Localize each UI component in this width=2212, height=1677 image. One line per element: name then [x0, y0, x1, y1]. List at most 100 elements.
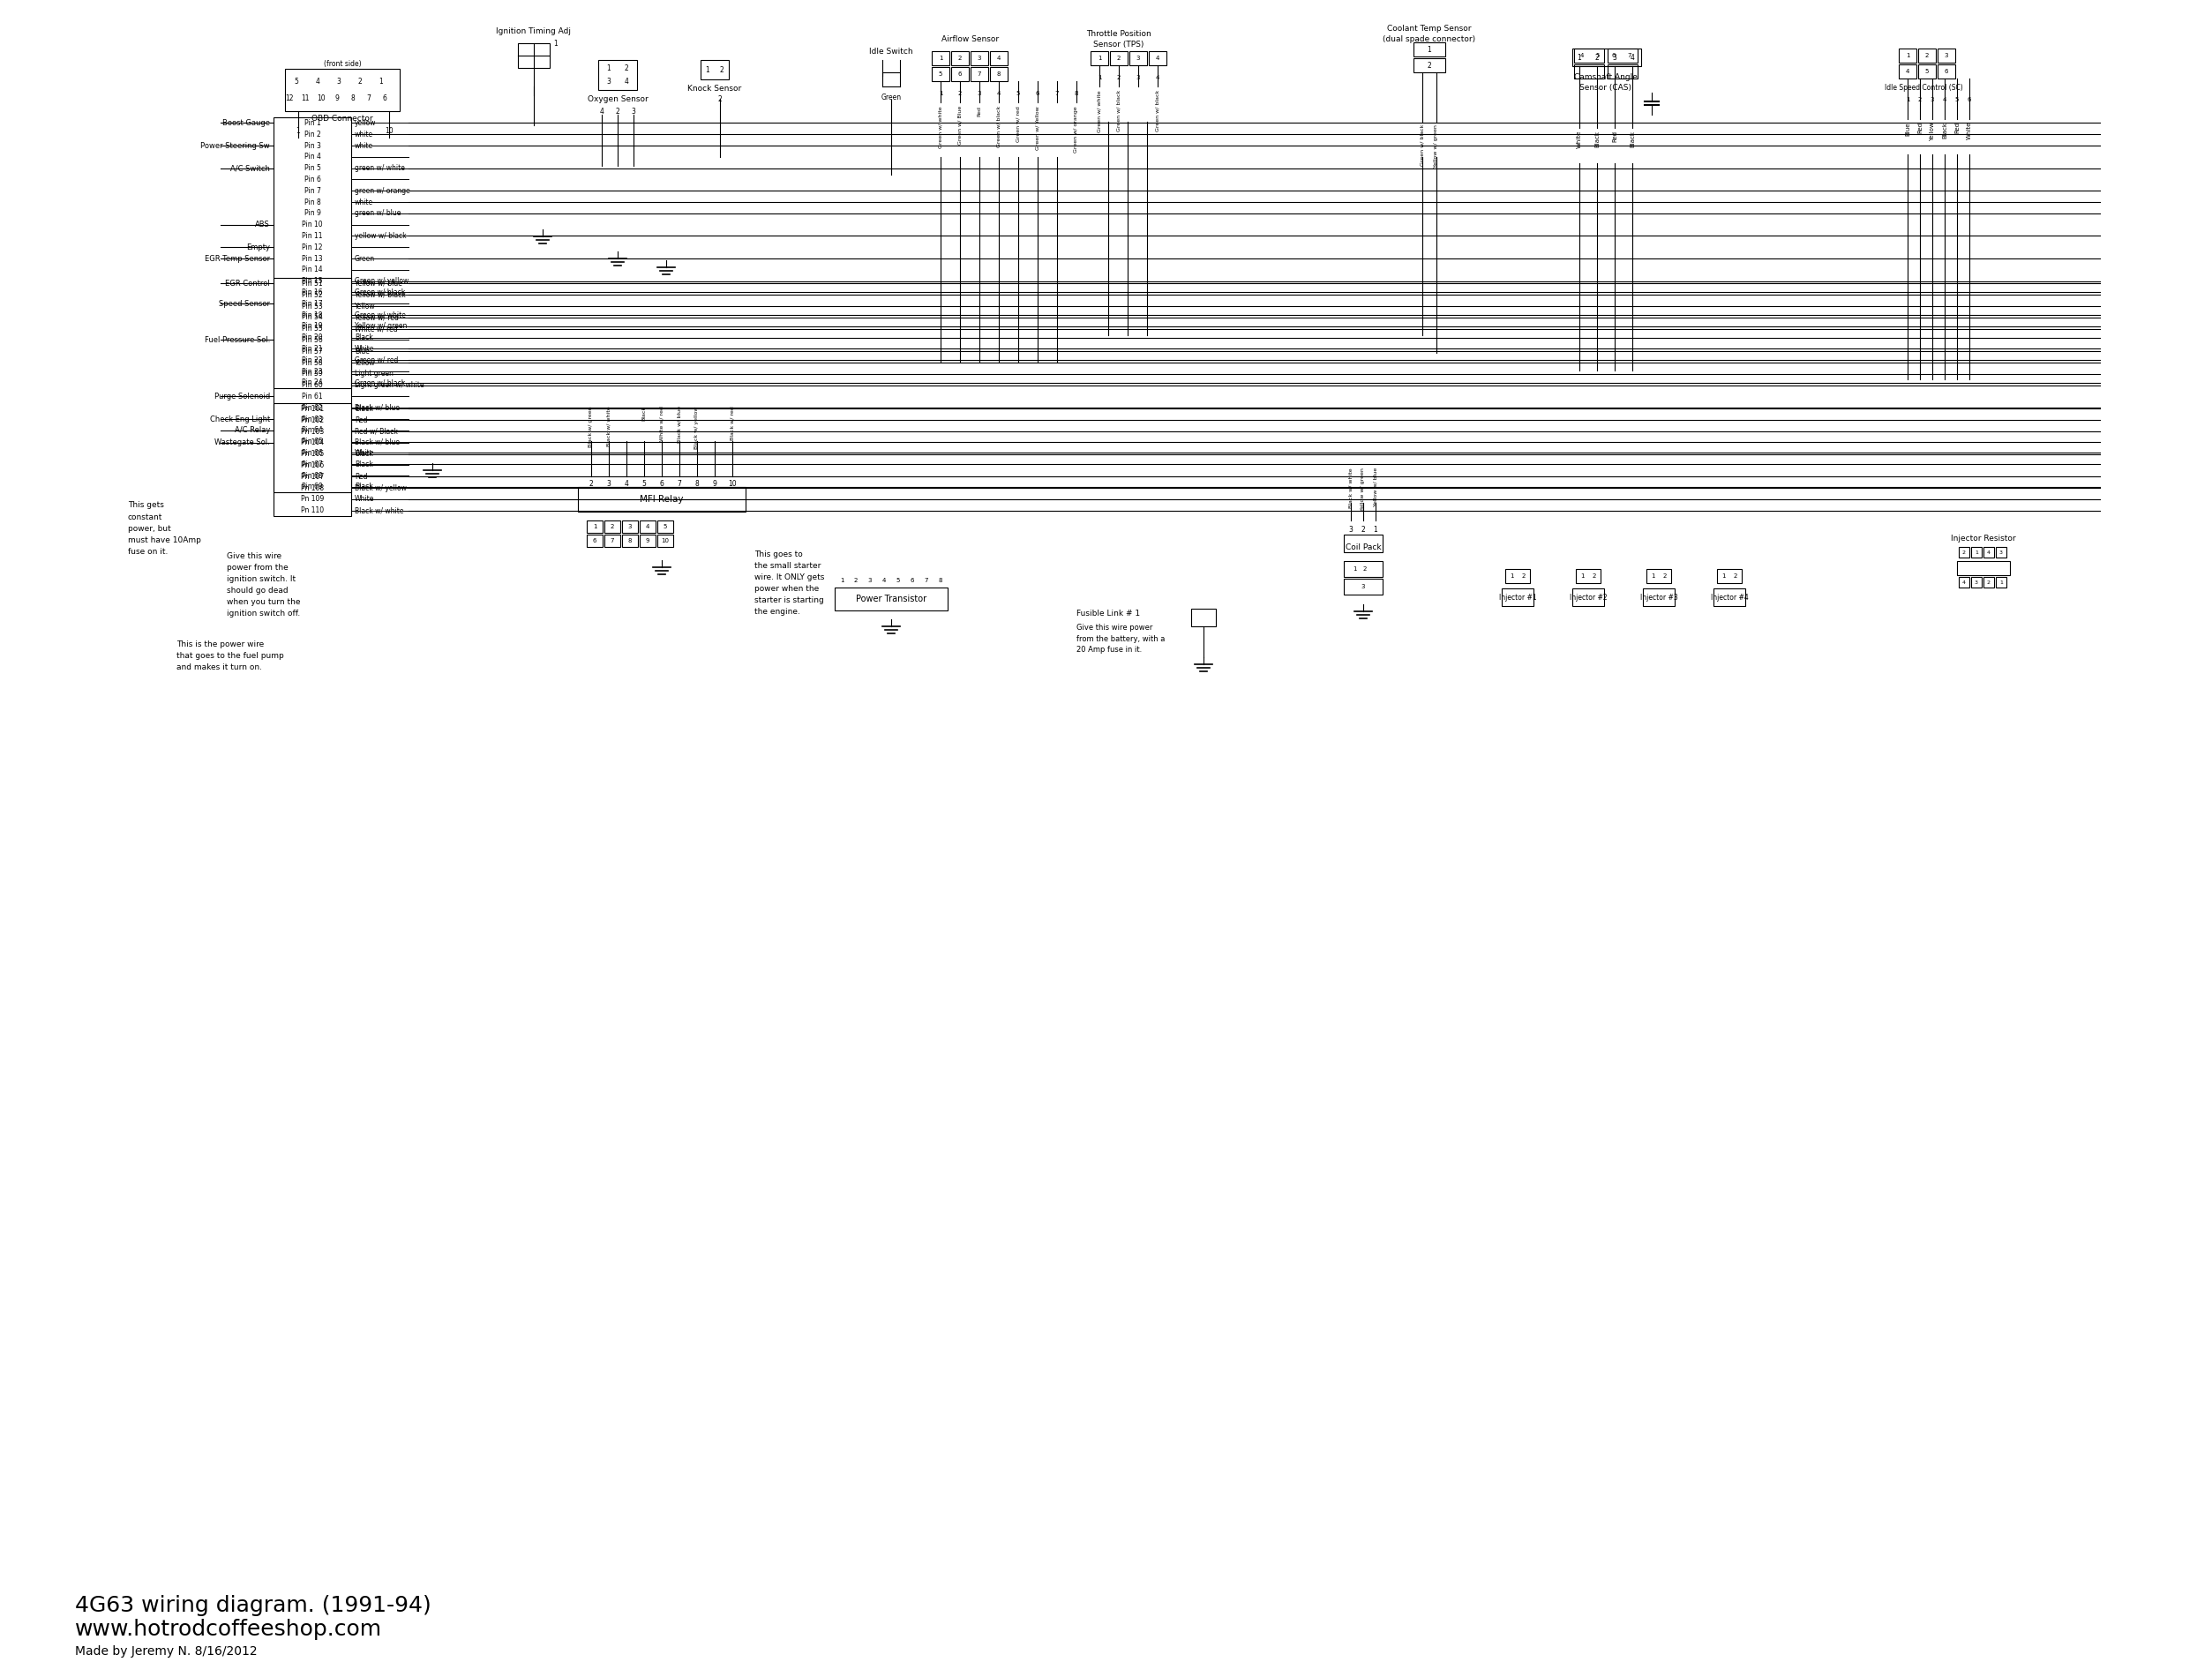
Text: Green w/ Yellow: Green w/ Yellow [1035, 106, 1040, 149]
Text: 3: 3 [1931, 97, 1933, 102]
Text: fuse on it.: fuse on it. [128, 547, 168, 555]
Text: starter is starting: starter is starting [754, 595, 823, 604]
Text: the engine.: the engine. [754, 607, 801, 615]
Bar [1190, 609, 1217, 626]
Text: MFI Relay: MFI Relay [639, 495, 684, 503]
Text: Check Eng Light: Check Eng Light [210, 416, 270, 423]
Text: 3: 3 [606, 480, 611, 488]
Text: Yellow w/ red: Yellow w/ red [354, 314, 398, 322]
Text: 3: 3 [630, 107, 635, 116]
Text: Give this wire: Give this wire [228, 552, 281, 560]
Text: Black: Black [354, 449, 374, 458]
Text: Pin 53: Pin 53 [301, 302, 323, 310]
Text: 5: 5 [896, 579, 900, 584]
Text: Purge Solenoid: Purge Solenoid [215, 392, 270, 401]
Text: 1: 1 [378, 77, 383, 86]
Text: Yellow w/ black: Yellow w/ black [354, 290, 405, 299]
Text: 1: 1 [296, 126, 301, 134]
Text: Power Transistor: Power Transistor [856, 595, 927, 604]
Text: 1: 1 [1650, 574, 1655, 579]
Bar [1646, 569, 1670, 584]
Text: 4: 4 [1579, 54, 1584, 59]
Text: Black w/ blue: Black w/ blue [354, 438, 400, 446]
Text: 4: 4 [1907, 69, 1909, 74]
Text: Pn 103: Pn 103 [301, 428, 323, 436]
Bar [622, 520, 637, 533]
Bar [1573, 49, 1641, 65]
Bar [1898, 64, 1916, 79]
Text: ignition switch. It: ignition switch. It [228, 575, 296, 582]
Bar [1971, 577, 1982, 587]
Text: 4: 4 [599, 107, 604, 116]
Text: Pin 17: Pin 17 [301, 300, 323, 307]
Text: 6: 6 [593, 538, 597, 543]
Text: 6: 6 [1944, 69, 1949, 74]
Bar [834, 587, 947, 610]
Bar [1148, 52, 1166, 65]
Text: 3: 3 [336, 77, 341, 86]
Text: 1: 1 [1509, 574, 1513, 579]
Text: Injector #4: Injector #4 [1710, 594, 1747, 600]
Text: Black w/ blue: Black w/ blue [354, 404, 400, 413]
Text: white: white [354, 198, 374, 206]
Bar [1717, 569, 1741, 584]
Text: Pin 14: Pin 14 [301, 265, 323, 273]
Text: Black: Black [354, 334, 374, 342]
Text: 8: 8 [938, 579, 942, 584]
Text: Black: Black [354, 483, 374, 491]
Text: 7: 7 [367, 94, 372, 102]
Text: EGR Temp Sensor: EGR Temp Sensor [204, 255, 270, 262]
Text: ABS: ABS [254, 221, 270, 228]
Text: Pin 51: Pin 51 [301, 280, 323, 287]
Text: 4: 4 [646, 523, 650, 530]
Bar [1343, 562, 1382, 577]
Text: 7: 7 [1628, 54, 1632, 59]
Text: Green w/ orange: Green w/ orange [1075, 106, 1079, 153]
Text: Yellow: Yellow [354, 359, 376, 367]
Bar [639, 520, 655, 533]
Text: Light green w/ white: Light green w/ white [354, 381, 425, 389]
Bar [639, 535, 655, 547]
Text: 8: 8 [695, 480, 699, 488]
Text: www.hotrodcoffeeshop.com: www.hotrodcoffeeshop.com [75, 1618, 383, 1640]
Text: Made by Jeremy N. 8/16/2012: Made by Jeremy N. 8/16/2012 [75, 1645, 257, 1657]
Text: Pin 4: Pin 4 [303, 153, 321, 161]
Text: 12: 12 [285, 94, 294, 102]
Text: Pin 68: Pin 68 [301, 471, 323, 480]
Text: Oxygen Sensor: Oxygen Sensor [588, 96, 648, 102]
Text: Idle Speed Control (SC): Idle Speed Control (SC) [1885, 84, 1962, 91]
Text: 1: 1 [938, 91, 942, 96]
Bar [1608, 64, 1637, 79]
Bar [586, 535, 602, 547]
Text: Black: Black [641, 406, 646, 421]
Text: 4: 4 [1155, 55, 1159, 60]
Text: Pin 6: Pin 6 [303, 176, 321, 183]
Text: 7: 7 [1055, 91, 1060, 96]
Text: 10: 10 [316, 94, 325, 102]
Text: Green w/ black: Green w/ black [354, 288, 405, 297]
Text: Power Steering Sw: Power Steering Sw [201, 141, 270, 149]
Bar [951, 52, 969, 65]
Text: Fusible Link # 1: Fusible Link # 1 [1077, 609, 1139, 617]
Text: Red: Red [1613, 131, 1617, 143]
Text: Wastegate Sol.: Wastegate Sol. [215, 439, 270, 446]
Text: 6: 6 [659, 480, 664, 488]
Text: 10: 10 [728, 480, 737, 488]
Text: 2: 2 [1117, 75, 1121, 80]
Text: 9: 9 [712, 480, 717, 488]
Text: should go dead: should go dead [228, 587, 288, 594]
Text: Sensor (TPS): Sensor (TPS) [1093, 40, 1144, 49]
Text: Coil Pack: Coil Pack [1345, 543, 1380, 552]
Text: 20 Amp fuse in it.: 20 Amp fuse in it. [1077, 646, 1141, 654]
Text: Pin 65: Pin 65 [301, 438, 323, 446]
Text: Pin 10: Pin 10 [301, 221, 323, 228]
Bar [1918, 49, 1936, 62]
Bar [1938, 64, 1955, 79]
Text: Pn 105: Pn 105 [301, 449, 323, 458]
Text: White w/ red: White w/ red [354, 325, 398, 332]
Bar [1343, 535, 1382, 552]
Text: Pin 66: Pin 66 [301, 449, 323, 456]
Text: that goes to the fuel pump: that goes to the fuel pump [177, 651, 283, 659]
Text: Boost Gauge: Boost Gauge [223, 119, 270, 127]
Text: Green w/ Blue: Green w/ Blue [958, 106, 962, 144]
